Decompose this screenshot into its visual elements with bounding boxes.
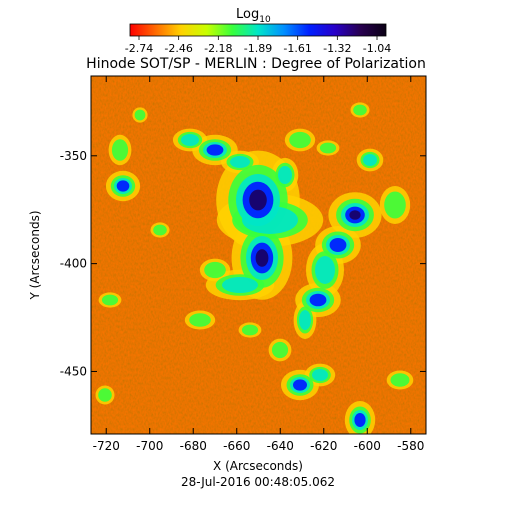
polarization-patch [204, 261, 226, 279]
y-axis: -350 -400 -450 [60, 149, 426, 378]
heatmap-image [91, 76, 426, 434]
colorbar-tick-label: -1.04 [363, 42, 391, 55]
plot-frame [90, 75, 427, 435]
polarization-patch [206, 144, 224, 156]
polarization-patch [222, 277, 258, 293]
polarization-patch [319, 142, 337, 154]
polarization-patch [153, 224, 167, 236]
x-tick-label: -640 [267, 439, 294, 453]
polarization-patch [315, 256, 335, 284]
y-tick-label: -350 [60, 149, 87, 163]
polarization-patch [101, 294, 119, 306]
y-tick-label: -400 [60, 257, 87, 271]
x-tick-label: -720 [93, 439, 120, 453]
timestamp: 28-Jul-2016 00:48:05.062 [181, 475, 335, 489]
polarization-patch [312, 369, 328, 381]
chart-title: Hinode SOT/SP - MERLIN : Degree of Polar… [86, 56, 426, 72]
colorbar-label: Log10 [236, 7, 271, 25]
colorbar-tick-label: -2.18 [204, 42, 232, 55]
colorbar-tick-label: -2.74 [125, 42, 153, 55]
x-tick-label: -620 [310, 439, 337, 453]
colorbar-tick-label: -1.32 [323, 42, 351, 55]
colorbar-ticks: -2.74 -2.46 -2.18 -1.89 -1.61 -1.32 -1.04 [125, 36, 391, 55]
colorbar [129, 23, 387, 37]
polarization-patch [134, 109, 146, 121]
polarization-patch [309, 293, 327, 307]
polarization-patch [116, 180, 130, 192]
polarization-patch [354, 413, 366, 427]
polarization-patch [293, 379, 307, 391]
x-tick-label: -660 [223, 439, 250, 453]
x-tick-label: -680 [180, 439, 207, 453]
polarization-patch [299, 310, 311, 330]
polarization-patch [181, 134, 199, 146]
polarization-patch [278, 166, 292, 184]
colorbar-tick-label: -1.89 [244, 42, 272, 55]
x-axis: -720 -700 -680 -660 -640 -620 -600 -580 [93, 76, 424, 453]
polarization-patch [249, 189, 267, 211]
x-tick-label: -600 [354, 439, 381, 453]
polarization-patch [349, 210, 361, 220]
colorbar-label-sub: 10 [259, 15, 271, 25]
polarization-patch [98, 388, 112, 402]
polarization-patch [384, 191, 406, 219]
y-axis-label: Y (Arcseconds) [28, 210, 42, 300]
y-tick-label: -450 [60, 364, 87, 378]
polarization-regions [95, 102, 414, 434]
polarization-patch [230, 156, 250, 168]
x-tick-label: -700 [136, 439, 163, 453]
polarization-patch [189, 313, 211, 327]
colorbar-tick-label: -1.61 [283, 42, 311, 55]
polarization-patch [289, 131, 311, 149]
polarization-patch [241, 324, 259, 336]
polarization-patch [353, 104, 367, 116]
polarization-patch [329, 238, 347, 252]
polarization-patch [255, 249, 269, 267]
x-axis-label: X (Arcseconds) [213, 459, 303, 473]
polarization-patch [111, 139, 129, 161]
x-tick-label: -580 [397, 439, 424, 453]
polarization-patch [390, 373, 410, 387]
colorbar-tick-label: -2.46 [164, 42, 192, 55]
polarization-patch [271, 341, 289, 359]
polarization-patch [363, 154, 377, 166]
